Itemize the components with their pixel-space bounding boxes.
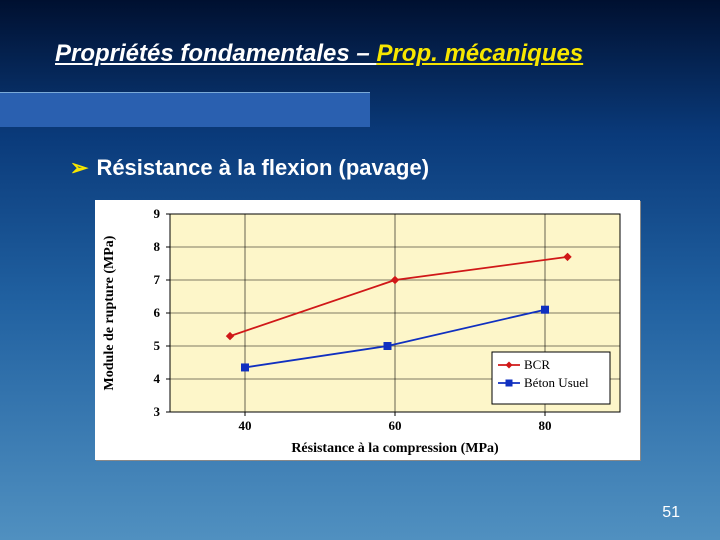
svg-text:40: 40 (239, 418, 252, 433)
page-number: 51 (662, 504, 680, 522)
chart-svg: 3 4 5 6 7 8 9 40 60 80 Résistance à la compression… (95, 200, 640, 460)
svg-text:4: 4 (154, 371, 161, 386)
title-part-2: Prop. mécaniques (376, 40, 583, 67)
svg-text:Béton Usuel: Béton Usuel (524, 375, 589, 390)
svg-text:Résistance à la compression (M: Résistance à la compression (MPa) (291, 441, 499, 456)
svg-text:6: 6 (154, 305, 161, 320)
bullet-text: Résistance à la flexion (pavage) (96, 155, 429, 180)
svg-text:BCR: BCR (524, 357, 550, 372)
slide-background: Propriétés fondamentales – Prop. mécaniq… (0, 0, 720, 540)
svg-text:3: 3 (154, 404, 161, 419)
bullet-line: ➢ Résistance à la flexion (pavage) (70, 155, 429, 181)
svg-text:60: 60 (389, 418, 402, 433)
slide-title: Propriétés fondamentales – Prop. mécaniq… (55, 40, 583, 68)
svg-text:5: 5 (154, 338, 161, 353)
bullet-arrow-icon: ➢ (70, 155, 88, 180)
svg-text:80: 80 (539, 418, 552, 433)
chart-container: 3 4 5 6 7 8 9 40 60 80 Résistance à la compression… (95, 200, 640, 460)
svg-text:7: 7 (154, 272, 161, 287)
svg-text:Module de rupture (MPa): Module de rupture (MPa) (102, 235, 117, 390)
title-underline-block (0, 92, 370, 127)
svg-text:9: 9 (154, 206, 161, 221)
svg-text:8: 8 (154, 239, 161, 254)
title-part-1: Propriétés fondamentales – (55, 40, 376, 67)
